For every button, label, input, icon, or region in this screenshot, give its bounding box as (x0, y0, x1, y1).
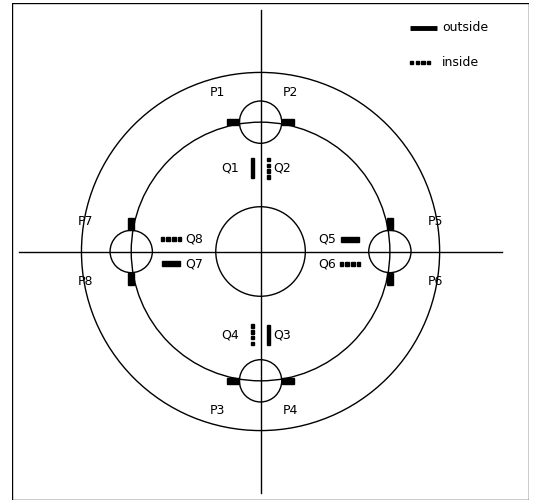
Text: P3: P3 (209, 404, 225, 417)
Bar (387, 273, 393, 285)
Bar (267, 175, 270, 179)
Bar (162, 262, 180, 267)
Bar (267, 158, 270, 161)
Bar (415, 61, 419, 64)
Text: P7: P7 (78, 215, 93, 228)
Bar (128, 218, 135, 230)
Bar (427, 61, 431, 64)
Text: P8: P8 (78, 275, 93, 288)
Bar (251, 330, 254, 333)
Bar (128, 273, 135, 285)
Text: P2: P2 (283, 86, 298, 99)
Bar (161, 237, 164, 241)
Bar (267, 325, 270, 345)
Text: Q2: Q2 (273, 161, 291, 175)
Bar (251, 336, 254, 340)
Bar (351, 262, 355, 266)
Bar (357, 262, 360, 266)
Bar (251, 158, 254, 178)
Bar (251, 342, 254, 345)
Bar (341, 236, 359, 241)
Text: Q3: Q3 (273, 328, 291, 342)
Text: Q8: Q8 (185, 232, 203, 245)
Bar (421, 61, 425, 64)
Text: Q4: Q4 (222, 328, 240, 342)
Text: Q6: Q6 (319, 258, 336, 271)
Bar (346, 262, 349, 266)
Text: outside: outside (442, 21, 488, 34)
Text: inside: inside (442, 56, 479, 69)
Bar (172, 237, 176, 241)
Bar (410, 61, 413, 64)
Bar (267, 163, 270, 167)
Bar (282, 119, 294, 125)
Text: P6: P6 (428, 275, 443, 288)
Text: Q1: Q1 (222, 161, 240, 175)
Bar (251, 324, 254, 328)
Bar (178, 237, 181, 241)
Bar (227, 378, 240, 384)
Bar (282, 378, 294, 384)
Bar (167, 237, 170, 241)
Text: Q5: Q5 (318, 232, 336, 245)
Text: Q7: Q7 (185, 258, 203, 271)
Bar (267, 170, 270, 173)
Bar (387, 218, 393, 230)
Text: P1: P1 (209, 86, 225, 99)
Bar (227, 119, 240, 125)
Bar (340, 262, 343, 266)
Text: P5: P5 (428, 215, 444, 228)
Text: P4: P4 (283, 404, 298, 417)
